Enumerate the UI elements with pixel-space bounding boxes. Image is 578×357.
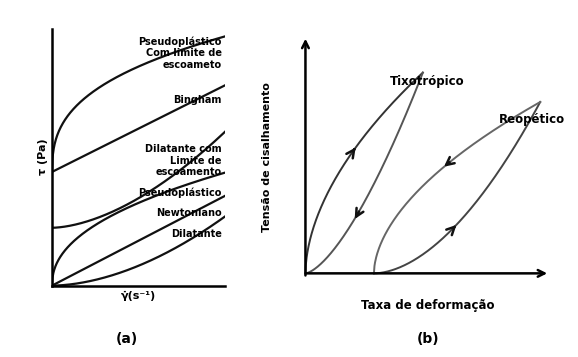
Text: Taxa de deformação: Taxa de deformação: [361, 299, 494, 312]
Text: Tensão de cisalhamento: Tensão de cisalhamento: [262, 82, 272, 232]
Text: (a): (a): [116, 332, 138, 346]
Text: Newtoniano: Newtoniano: [156, 208, 222, 218]
Y-axis label: τ (Pa): τ (Pa): [38, 139, 48, 175]
X-axis label: γ̇(s⁻¹): γ̇(s⁻¹): [121, 291, 156, 301]
Text: Tixotrópico: Tixotrópico: [390, 75, 464, 88]
Text: Dilatante: Dilatante: [171, 229, 222, 239]
Text: Dilatante com
Limite de
escoamento: Dilatante com Limite de escoamento: [145, 144, 222, 177]
Text: Reopético: Reopético: [499, 114, 565, 126]
Text: Pseudoplástico
Com limite de
escoameto: Pseudoplástico Com limite de escoameto: [139, 36, 222, 70]
Text: (b): (b): [416, 332, 439, 346]
Text: Bingham: Bingham: [173, 95, 222, 105]
Text: Pseudoplástico: Pseudoplástico: [139, 188, 222, 198]
